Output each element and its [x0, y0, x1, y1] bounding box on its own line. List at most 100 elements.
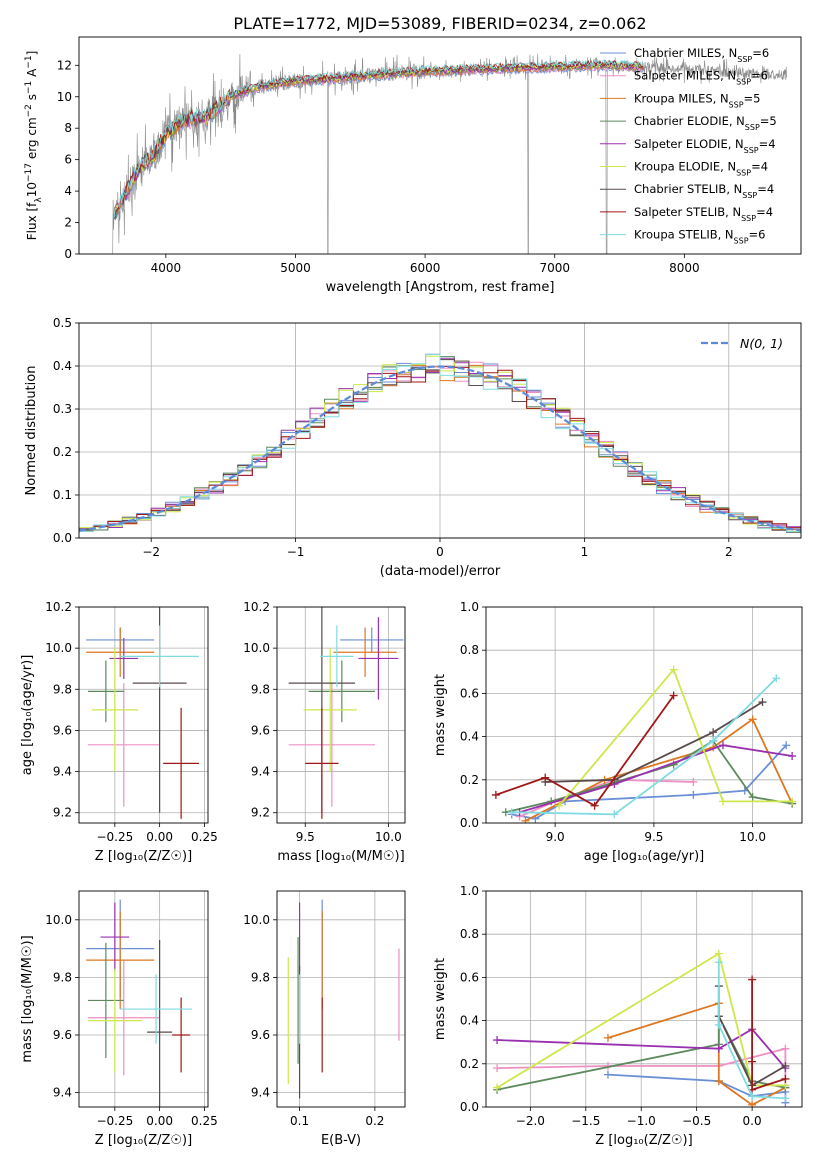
mass-vs-z-xtick-label: 0.25 [191, 1114, 218, 1128]
mass-vs-z-ytick-label: 10.0 [45, 913, 72, 927]
weight-vs-age-ytick-label: 0.4 [460, 730, 479, 744]
panel-weight-vs-z: −2.0 −1.5 −1.0 −0.5 0.0 0.0 0.2 0.4 0.6 0.8 1.0 Z [… [433, 884, 803, 1148]
panel-mass-vs-ebv: 0.1 0.2 9.4 9.6 9.8 10.0 E(B-V) [243, 890, 406, 1148]
age-vs-mass-plot-area [288, 607, 404, 819]
age-vs-mass-ytick-label: 9.2 [251, 806, 270, 820]
panel-age-vs-mass: 9.5 10.0 9.2 9.4 9.6 9.8 10.0 10.2 mass [log₁₀(M… [243, 600, 406, 864]
weight-vs-z-marker-kroupa-stelib [714, 958, 723, 967]
weight-vs-z-marker-kroupa-elodie [493, 1083, 502, 1092]
legend-entry-chabrier-miles: Chabrier MILES, NSSP=6 [634, 46, 769, 64]
residuals-ylabel: Normed distribution [24, 366, 39, 496]
weight-vs-z-ytick-label: 0.0 [460, 1100, 479, 1114]
weight-vs-age-marker-kroupa-elodie [555, 801, 564, 810]
age-vs-mass-frame [276, 606, 406, 824]
legend-entry-kroupa-miles: Kroupa MILES, NSSP=5 [634, 91, 760, 109]
model-kroupa-stelib [113, 58, 644, 219]
age-vs-z-ytick-label: 10.0 [45, 641, 72, 655]
weight-vs-age-marker-chabrier-stelib [709, 728, 718, 737]
weight-vs-age-marker-salpeter-elodie [719, 741, 727, 750]
model-salpeter-stelib [113, 59, 644, 215]
weight-vs-age-line-kroupa-stelib [511, 677, 777, 816]
weight-vs-age-ylabel: mass weight [433, 674, 448, 756]
spectrum-xtick-label: 5000 [280, 261, 311, 275]
weight-vs-age-line-kroupa-elodie [558, 667, 793, 807]
weight-vs-z-line-salpeter-elodie [497, 1028, 787, 1069]
weight-vs-z-marker-kroupa-miles [603, 1033, 612, 1042]
mass-vs-z-xtick-label: −0.25 [96, 1114, 133, 1128]
weight-vs-age-marker-kroupa-miles [748, 715, 757, 724]
weight-vs-z-xtick-label: −2.0 [516, 1114, 545, 1128]
spectrum-ytick-label: 12 [57, 58, 72, 72]
figure-title: PLATE=1772, MJD=53089, FIBERID=0234, z=0… [233, 14, 646, 33]
weight-vs-z-marker-chabrier-miles [603, 1070, 612, 1079]
weight-vs-age-marker-kroupa-stelib [610, 810, 619, 819]
age-vs-mass-ytick-label: 9.4 [251, 765, 270, 779]
panel-age-vs-z: −0.25 0.00 0.25 9.2 9.4 9.6 9.8 10.0 10.2 Z [log₁… [20, 600, 218, 864]
residuals-ytick-label: 0.0 [53, 531, 72, 545]
age-vs-z-xtick-label: −0.25 [96, 830, 133, 844]
weight-vs-z-ytick-label: 1.0 [460, 884, 479, 898]
weight-vs-z-marker-kroupa-miles [714, 1077, 723, 1086]
residuals-xtick-label: 2 [725, 545, 733, 559]
weight-vs-age-ytick-label: 1.0 [460, 600, 479, 614]
age-vs-z-xtick-label: 0.25 [191, 830, 218, 844]
weight-vs-z-line-kroupa-elodie [496, 952, 786, 1089]
spectrum-xlabel: wavelength [Angstrom, rest frame] [326, 280, 555, 295]
weight-vs-z-marker-kroupa-stelib [748, 1092, 757, 1101]
normal-curve [79, 365, 801, 532]
spectrum-xtick-label: 4000 [151, 261, 182, 275]
weight-vs-z-ytick-label: 0.2 [460, 1057, 479, 1071]
age-vs-z-xtick-label: 0.00 [146, 830, 173, 844]
legend-entry-salpeter-elodie: Salpeter ELODIE, NSSP=4 [634, 137, 776, 155]
weight-vs-age-marker-kroupa-elodie [669, 665, 678, 674]
spectrum-ytick-label: 6 [64, 153, 72, 167]
weight-vs-age-marker-salpeter-elodie [788, 752, 797, 761]
weight-vs-age-marker-salpeter-stelib [590, 801, 599, 810]
spectrum-ytick-label: 0 [64, 247, 72, 261]
weight-vs-age-marker-kroupa-miles [521, 816, 530, 823]
mass-vs-ebv-ytick-label: 9.6 [251, 1028, 270, 1042]
weight-vs-age-marker-chabrier-miles [782, 741, 791, 750]
age-vs-mass-xlabel: mass [log₁₀(M/M☉)] [277, 849, 404, 864]
panel-residuals: −2 −1 0 1 2 0.0 0.1 0.2 0.3 0.4 0.5 (data-model)/er… [24, 316, 802, 579]
weight-vs-z-marker-salpeter-elodie [493, 1036, 502, 1045]
weight-vs-age-marker-kroupa-stelib [709, 736, 718, 745]
age-vs-mass-ytick-label: 9.6 [251, 723, 270, 737]
observed-spectrum [112, 53, 787, 254]
spectrum-xtick-label: 8000 [669, 261, 700, 275]
panel-mass-vs-z: −0.25 0.00 0.25 9.4 9.6 9.8 10.0 Z [log₁₀(Z/Z☉)… [20, 890, 218, 1148]
mass-vs-z-ytick-label: 9.4 [53, 1086, 72, 1100]
residuals-ytick-label: 0.5 [53, 316, 72, 330]
mass-vs-ebv-ytick-label: 9.8 [251, 970, 270, 984]
residuals-ytick-label: 0.3 [53, 402, 72, 416]
mass-vs-ebv-plot-area [287, 899, 400, 1099]
weight-vs-age-marker-salpeter-stelib [669, 691, 678, 700]
weight-vs-z-marker-kroupa-elodie [714, 949, 723, 958]
age-vs-z-plot-area [86, 607, 200, 819]
hist-kroupa-stelib [79, 354, 801, 533]
weight-vs-age-frame [485, 606, 803, 824]
weight-vs-age-xtick-label: 9.0 [546, 830, 565, 844]
weight-vs-age-marker-chabrier-stelib [758, 698, 767, 707]
residuals-ytick-label: 0.1 [53, 488, 72, 502]
weight-vs-z-marker-salpeter-stelib [748, 975, 757, 984]
weight-vs-age-xtick-label: 10.0 [739, 830, 766, 844]
weight-vs-z-xtick-label: −1.0 [627, 1114, 656, 1128]
weight-vs-z-ytick-label: 0.8 [460, 927, 479, 941]
mass-vs-z-ytick-label: 9.8 [53, 970, 72, 984]
residuals-plot-area [79, 353, 801, 534]
spectrum-plot-area [112, 53, 787, 254]
residuals-xlabel: (data-model)/error [380, 564, 501, 579]
weight-vs-z-marker-salpeter-miles [781, 1044, 790, 1053]
residuals-ytick-label: 0.2 [53, 445, 72, 459]
weight-vs-age-line-chabrier-elodie [505, 739, 793, 814]
weight-vs-age-marker-salpeter-stelib [541, 773, 550, 782]
age-vs-mass-xtick-label: 10.0 [375, 830, 402, 844]
mass-vs-z-plot-area [86, 899, 192, 1107]
weight-vs-age-xtick-label: 9.5 [644, 830, 663, 844]
weight-vs-age-marker-salpeter-stelib [491, 790, 500, 799]
weight-vs-z-ytick-label: 0.6 [460, 970, 479, 984]
weight-vs-age-ytick-label: 0.6 [460, 686, 479, 700]
weight-vs-z-marker-salpeter-elodie [714, 1044, 723, 1053]
